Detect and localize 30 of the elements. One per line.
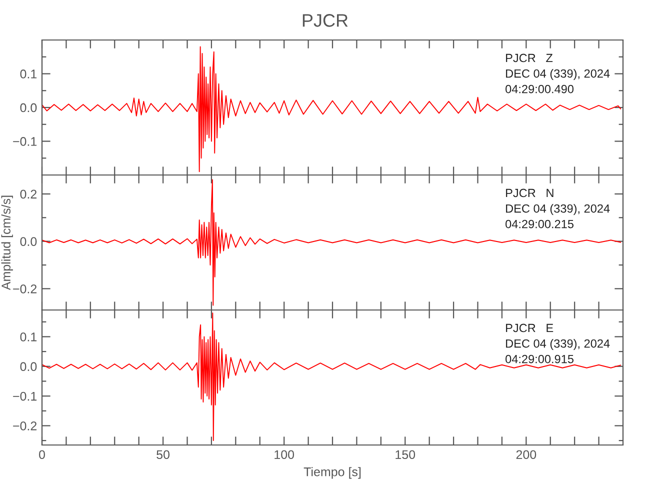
line-series	[42, 46, 622, 172]
annotation: 04:29:00.215	[506, 220, 574, 228]
x-tick-label: 50	[156, 450, 170, 460]
x-tick-label: 0	[39, 450, 45, 460]
annotation: 04:29:00.915	[506, 354, 574, 364]
line-series	[42, 179, 622, 306]
annotation: PJCR N	[506, 188, 554, 198]
y-tick-label: −0.1	[13, 137, 37, 146]
y-tick-label: 0.0	[20, 103, 37, 112]
x-tick-label: 200	[516, 450, 536, 460]
chart-title: PJCR	[302, 14, 348, 27]
y-tick-label: 0.0	[20, 237, 37, 246]
y-tick-label: 0.1	[20, 332, 37, 342]
y-tick-label: 0.0	[20, 362, 37, 372]
y-tick-label: −0.2	[13, 422, 37, 430]
x-axis-title: Tiempo [s]	[304, 467, 361, 479]
x-tick-label: 150	[396, 450, 416, 460]
y-axis-title: Amplitud [cm/s/s]	[1, 196, 13, 290]
annotation: PJCR E	[506, 324, 554, 332]
annotation: 04:29:00.490	[506, 84, 574, 94]
annotation: PJCR Z	[506, 54, 553, 62]
line-series	[42, 312, 622, 442]
annotation: DEC 04 (339), 2024	[506, 204, 610, 216]
y-tick-label: −0.1	[13, 392, 37, 401]
y-tick-label: 0.1	[20, 70, 37, 78]
y-tick-label: −0.2	[13, 284, 37, 294]
y-tick-label: 0.2	[20, 190, 37, 199]
annotation: DEC 04 (339), 2024	[506, 339, 610, 350]
annotation: DEC 04 (339), 2024	[506, 69, 610, 80]
x-tick-label: 100	[274, 450, 294, 460]
